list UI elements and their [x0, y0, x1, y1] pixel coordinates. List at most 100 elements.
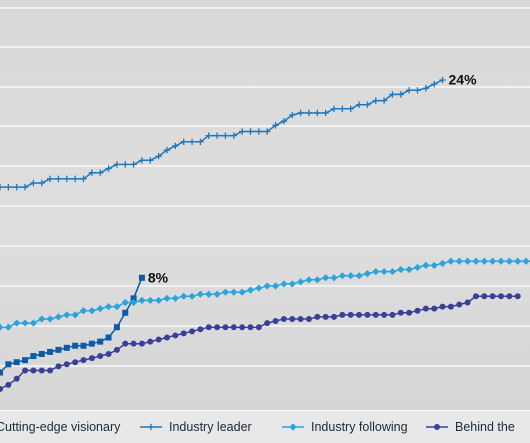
data-point-behind-the-curve-40 [322, 313, 329, 320]
legend-marker-shape-industry-following [289, 423, 297, 431]
data-point-cutting-edge-14 [105, 334, 112, 341]
series-line-industry-leader [0, 79, 443, 188]
data-point-behind-the-curve-31 [247, 324, 254, 331]
data-point-behind-the-curve-27 [214, 324, 221, 331]
legend-item-cutting-edge: Cutting-edge visionary [0, 411, 120, 443]
data-point-industry-following-25 [196, 290, 204, 298]
data-point-industry-following-14 [104, 303, 113, 311]
legend-label-industry-following: Industry following [311, 420, 408, 434]
data-point-cutting-edge-3 [13, 359, 20, 366]
data-point-behind-the-curve-29 [230, 324, 237, 331]
data-point-industry-following-28 [221, 288, 230, 296]
data-point-cutting-edge-2 [5, 361, 12, 368]
data-point-behind-the-curve-35 [280, 315, 287, 322]
data-point-cutting-edge-18 [138, 274, 145, 281]
series-cutting-edge: 8% [0, 270, 169, 376]
data-point-behind-the-curve-8 [55, 363, 62, 370]
data-point-behind-the-curve-47 [381, 311, 388, 318]
data-point-industry-following-5 [29, 319, 37, 327]
data-point-industry-leader-24 [188, 138, 196, 145]
data-point-industry-leader-52 [422, 85, 430, 92]
data-point-behind-the-curve-19 [147, 338, 154, 345]
legend-marker-behind-the-curve [426, 424, 448, 430]
data-point-cutting-edge-10 [72, 342, 79, 349]
data-point-cutting-edge-6 [38, 350, 45, 357]
data-point-industry-following-29 [230, 288, 238, 296]
data-point-industry-leader-49 [397, 91, 404, 98]
data-point-behind-the-curve-24 [189, 328, 196, 335]
data-point-behind-the-curve-59 [481, 293, 488, 300]
data-point-industry-following-32 [255, 284, 263, 292]
series-line-industry-following [0, 260, 530, 328]
data-point-industry-following-34 [271, 282, 280, 290]
data-point-behind-the-curve-61 [498, 293, 504, 300]
data-point-behind-the-curve-49 [397, 309, 404, 316]
data-point-cutting-edge-4 [22, 357, 29, 364]
data-point-industry-leader-40 [322, 109, 329, 117]
legend-label-industry-leader: Industry leader [169, 420, 252, 434]
data-point-industry-following-61 [497, 257, 505, 265]
data-point-industry-leader-14 [105, 165, 112, 172]
data-point-behind-the-curve-41 [331, 313, 337, 320]
line-chart: 8% 24% [0, 7, 530, 392]
data-label-industry-leader: 24% [449, 72, 478, 88]
legend-item-industry-leader: Industry leader [140, 411, 252, 443]
data-point-industry-following-63 [514, 257, 522, 265]
data-point-industry-leader-17 [130, 161, 137, 168]
legend-label-behind-the-curve: Behind the [455, 420, 515, 434]
data-point-industry-leader-29 [230, 132, 237, 139]
data-point-behind-the-curve-30 [239, 324, 246, 331]
data-point-industry-following-45 [363, 270, 371, 278]
series-line-cutting-edge [0, 277, 143, 374]
data-point-industry-leader-11 [80, 175, 87, 183]
data-point-industry-following-2 [4, 323, 12, 331]
data-point-behind-the-curve-3 [13, 375, 20, 382]
data-point-industry-following-21 [163, 294, 171, 302]
data-point-behind-the-curve-54 [439, 303, 446, 310]
legend-item-industry-following: Industry following [282, 411, 408, 443]
data-point-industry-leader-41 [330, 105, 338, 113]
data-point-behind-the-curve-38 [305, 315, 312, 322]
data-point-industry-following-50 [405, 265, 413, 274]
data-point-industry-leader-42 [339, 105, 346, 113]
data-point-behind-the-curve-33 [264, 320, 271, 327]
data-point-industry-leader-25 [197, 138, 204, 145]
data-point-industry-leader-45 [364, 101, 371, 108]
data-point-industry-following-51 [413, 263, 422, 272]
data-point-behind-the-curve-11 [80, 357, 87, 364]
data-point-behind-the-curve-58 [472, 293, 479, 300]
data-point-cutting-edge-5 [30, 353, 37, 360]
data-point-industry-following-1 [0, 323, 4, 331]
data-point-behind-the-curve-5 [30, 367, 37, 374]
data-point-behind-the-curve-55 [447, 303, 454, 310]
data-point-behind-the-curve-32 [255, 324, 262, 331]
data-point-behind-the-curve-21 [164, 334, 170, 341]
data-point-industry-following-46 [372, 267, 380, 276]
legend-item-behind-the-curve: Behind the [426, 411, 515, 443]
data-point-behind-the-curve-45 [364, 311, 371, 318]
data-point-behind-the-curve-56 [456, 301, 463, 308]
data-point-industry-following-8 [54, 313, 63, 321]
data-point-industry-following-64 [522, 257, 530, 265]
data-point-industry-following-43 [347, 272, 355, 280]
data-point-behind-the-curve-22 [172, 332, 179, 339]
data-point-behind-the-curve-48 [389, 311, 396, 318]
data-point-behind-the-curve-9 [63, 361, 70, 368]
data-point-cutting-edge-1 [0, 369, 3, 376]
data-point-industry-following-36 [288, 280, 296, 288]
data-point-behind-the-curve-23 [180, 330, 187, 337]
data-point-industry-following-60 [489, 257, 497, 265]
data-point-industry-following-53 [430, 261, 438, 269]
data-point-industry-following-37 [297, 278, 305, 286]
data-point-behind-the-curve-34 [272, 318, 279, 325]
data-point-behind-the-curve-4 [22, 367, 29, 374]
data-point-behind-the-curve-39 [314, 313, 321, 320]
data-point-industry-following-33 [263, 282, 271, 290]
data-point-industry-following-49 [397, 265, 405, 274]
data-point-industry-following-41 [330, 274, 338, 282]
data-point-industry-following-17 [130, 298, 138, 307]
data-point-industry-leader-34 [272, 122, 279, 129]
data-point-behind-the-curve-43 [347, 311, 354, 318]
data-point-industry-following-56 [455, 257, 463, 265]
data-point-behind-the-curve-60 [489, 293, 496, 300]
